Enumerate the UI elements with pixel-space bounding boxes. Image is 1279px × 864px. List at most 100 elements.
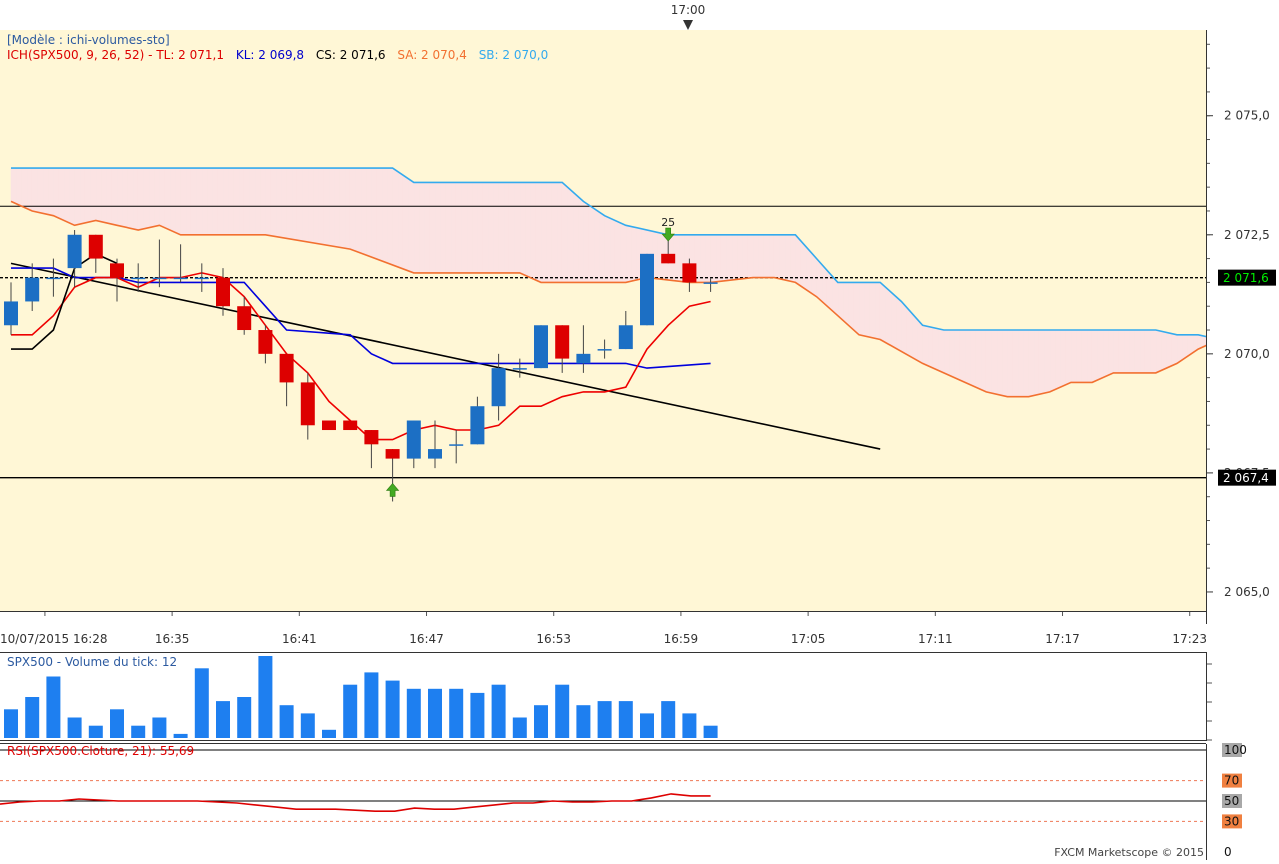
time-tick-label: 17:23 [1172,632,1207,646]
cloud-segment [895,296,902,352]
candle[interactable] [618,310,633,350]
tenkan-sen-line [11,272,711,441]
volume-bar [152,717,167,738]
volume-bar [88,725,103,738]
candle-body-up [491,368,506,407]
candle[interactable] [237,296,252,335]
candle[interactable] [555,325,570,373]
cloud-segment [16,167,22,207]
candle[interactable] [364,430,379,469]
candle[interactable] [88,234,103,273]
cloud-segment [864,282,870,338]
rsi-level-text: 0 [1224,845,1232,859]
candle[interactable] [597,339,612,359]
candle[interactable] [512,358,527,378]
cloud-segment [100,167,107,224]
candle-body-up [152,277,167,280]
candle[interactable] [343,420,358,431]
time-tick-label: 17:17 [1045,632,1080,646]
volume-bar [703,725,718,738]
candle-body-down [682,263,697,283]
cloud-segment [397,171,404,270]
cloud-segment [201,167,208,236]
rsi-title: RSI(SPX500.Cloture, 21): 55,69 [7,744,194,758]
candle[interactable] [470,396,485,445]
candle-body-down [279,353,294,383]
candle[interactable] [25,263,40,311]
cloud-segment [281,167,287,239]
senkou-span-b-line [11,167,1220,341]
cloud-segment [106,167,112,225]
cloud-segment [1091,329,1098,383]
candle[interactable] [173,244,188,283]
candle[interactable] [449,430,464,464]
candle[interactable] [682,258,697,292]
cloud-segment [334,167,340,248]
trend-line[interactable] [10,262,881,450]
candle[interactable] [534,325,548,369]
cloud-segment [593,208,600,283]
candle[interactable] [576,325,591,373]
cloud-segment [243,167,250,236]
cloud-segment [1160,330,1167,371]
cloud-segment [493,182,499,274]
volume-bar [555,684,570,738]
candle[interactable] [216,268,230,316]
cloud-segment [1001,329,1008,398]
cloud-segment [1102,329,1109,379]
candle[interactable] [110,258,124,302]
cloud-segment [938,328,945,374]
candle[interactable] [428,420,442,469]
cloud-segment [1129,329,1135,374]
cloud-segment [1107,329,1114,376]
candle[interactable] [152,239,167,288]
time-cursor-marker-icon[interactable] [683,20,693,30]
cloud-segment [344,167,351,250]
candle[interactable] [703,277,718,292]
cloud-segment [943,329,950,376]
cloud-segment [954,329,960,381]
candlesticks [4,230,718,502]
sell-signal-arrow-icon[interactable] [661,227,675,242]
cloud-segment [630,226,637,282]
candle[interactable] [322,420,336,431]
candle-body-down [88,234,103,259]
candle[interactable] [4,282,18,335]
candle[interactable] [300,372,315,440]
span-a-value: SA: 2 070,4 [397,48,467,62]
time-tick-label: 16:35 [155,632,190,646]
candle[interactable] [194,263,209,292]
cloud-segment [917,318,923,364]
candle[interactable] [46,258,61,297]
candle[interactable] [258,325,273,364]
cloud-segment [514,182,521,274]
cloud-segment [726,234,733,281]
cloud-segment [381,167,388,264]
cloud-segment [1012,329,1019,397]
cloud-segment [355,167,362,254]
cloud-segment [63,167,70,224]
candle[interactable] [67,230,82,288]
volume-bar [640,713,654,738]
volume-bar [173,733,188,738]
candle[interactable] [279,353,294,407]
candle[interactable] [131,263,146,292]
cloud-segment [508,182,515,274]
tenkan-value: TL: 2 071,1 [155,48,224,62]
time-axis: 10/07/2015 16:28 16:35 16:41 16:47 16:53 16:5… [0,632,1207,646]
cloud-segment [58,167,65,221]
cloud-segment [577,196,584,283]
candle[interactable] [640,253,654,326]
cloud-segment [143,167,150,230]
price-tag: 2 071,6 [1218,269,1276,286]
buy-signal-arrow-icon[interactable] [385,483,400,497]
cloud-segment [1113,329,1119,374]
cloud-segment [805,245,812,294]
candle-body-down [258,330,273,354]
candle[interactable] [491,353,506,421]
candle[interactable] [406,420,421,469]
senkou-span-a-line [10,200,1220,398]
cloud-segment [556,182,563,283]
cloud-segment [392,167,399,268]
cloud-segment [286,167,293,240]
